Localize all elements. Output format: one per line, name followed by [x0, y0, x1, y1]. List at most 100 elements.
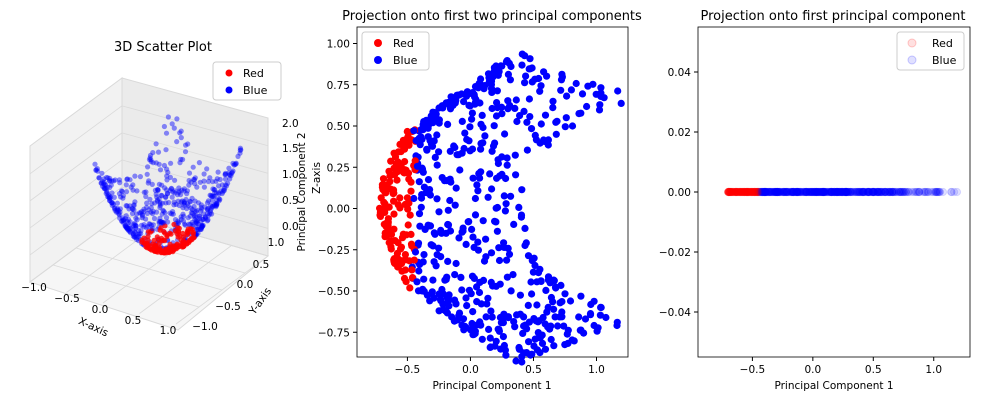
point-red — [747, 187, 756, 197]
point-blue — [527, 125, 536, 133]
point-red — [727, 187, 736, 197]
point-blue — [805, 187, 814, 197]
point-blue — [861, 187, 871, 197]
point-blue — [827, 187, 836, 197]
point-blue — [851, 187, 860, 197]
point-blue — [150, 211, 156, 217]
point-blue — [182, 221, 188, 227]
point-blue — [452, 299, 460, 308]
point-blue — [830, 187, 840, 197]
point-blue — [888, 187, 897, 197]
point-blue — [141, 206, 147, 212]
point-blue — [547, 293, 556, 302]
point-blue — [207, 192, 213, 198]
point-blue — [843, 187, 853, 197]
point-blue — [471, 83, 480, 91]
point-blue — [138, 228, 144, 234]
point-red — [380, 207, 389, 215]
point-blue — [478, 335, 486, 343]
point-blue — [554, 322, 562, 330]
point-blue — [760, 187, 769, 197]
point-blue — [488, 104, 496, 113]
point-blue — [126, 225, 132, 232]
point-red — [750, 187, 759, 197]
point-blue — [552, 130, 560, 138]
point-blue — [758, 187, 767, 197]
point-blue — [518, 186, 526, 194]
point-red — [738, 187, 747, 197]
point-blue — [902, 187, 911, 197]
point-blue — [756, 187, 765, 197]
point-blue — [106, 195, 113, 201]
point-blue — [148, 205, 154, 211]
point-blue — [174, 192, 181, 198]
point-red — [753, 187, 762, 197]
point-blue — [531, 75, 539, 83]
panel-3d-scatter: 3D Scatter Plot −1.0 −0.5 0.0 0.5 1.0 X-… — [21, 40, 323, 339]
point-blue — [536, 87, 544, 95]
point-blue — [889, 187, 898, 197]
point-blue — [209, 194, 215, 200]
point-blue — [164, 190, 170, 196]
point-blue — [825, 187, 834, 197]
point-blue — [151, 215, 158, 222]
point-blue — [220, 189, 226, 195]
point-blue — [213, 202, 220, 208]
point-blue — [597, 303, 605, 311]
point-red — [404, 169, 413, 177]
point-blue — [123, 224, 129, 230]
point-red — [740, 187, 750, 197]
point-blue — [561, 290, 569, 298]
point-blue — [782, 187, 791, 197]
point-blue — [140, 213, 146, 219]
point-blue — [104, 184, 110, 190]
point-blue — [844, 187, 853, 197]
point-blue — [467, 89, 475, 98]
point-blue — [101, 176, 107, 182]
point-blue — [794, 187, 803, 197]
point-blue — [427, 241, 435, 249]
point-blue — [492, 62, 500, 70]
point-blue — [789, 187, 798, 197]
point-red — [742, 187, 751, 197]
point-blue — [178, 135, 184, 141]
point-blue — [768, 187, 777, 197]
point-blue — [170, 189, 176, 195]
point-blue — [547, 335, 555, 344]
point-blue — [822, 187, 831, 197]
point-blue — [210, 179, 216, 185]
point-blue — [907, 187, 916, 197]
point-blue — [794, 187, 804, 197]
point-red — [407, 240, 416, 248]
point-blue — [476, 278, 484, 286]
point-blue — [127, 203, 133, 209]
legend-label-red: Red — [932, 37, 953, 50]
point-blue — [920, 187, 929, 197]
point-blue — [191, 177, 198, 183]
point-blue — [546, 325, 554, 333]
point-blue — [885, 187, 894, 197]
point-blue — [889, 187, 898, 197]
point-red — [753, 187, 763, 197]
point-blue — [835, 187, 844, 197]
point-blue — [132, 222, 138, 228]
point-blue — [179, 187, 185, 193]
point-blue — [842, 187, 851, 197]
point-red — [732, 187, 741, 197]
point-red — [740, 187, 749, 197]
point-blue — [851, 187, 861, 197]
point-blue — [781, 187, 790, 197]
point-blue — [468, 319, 476, 328]
point-blue — [131, 221, 137, 227]
point-blue — [762, 187, 771, 197]
point-blue — [858, 187, 867, 197]
point-blue — [785, 187, 794, 197]
point-blue — [596, 311, 605, 319]
point-blue — [779, 187, 788, 197]
point-blue — [869, 187, 878, 197]
y-tick-label: −0.75 — [318, 327, 350, 339]
point-blue — [875, 187, 884, 197]
point-blue — [143, 193, 149, 200]
point-blue — [834, 187, 843, 197]
point-blue — [159, 200, 165, 206]
